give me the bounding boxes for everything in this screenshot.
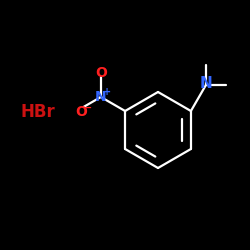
Text: O: O <box>76 105 88 119</box>
Text: N: N <box>200 76 212 90</box>
Text: +: + <box>103 87 111 97</box>
Text: −: − <box>84 103 92 113</box>
Text: N: N <box>95 90 107 104</box>
Text: HBr: HBr <box>20 103 56 121</box>
Text: O: O <box>95 66 107 80</box>
